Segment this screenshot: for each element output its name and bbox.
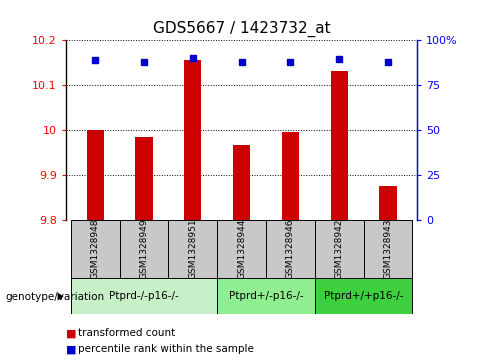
Text: GSM1328951: GSM1328951: [188, 218, 197, 279]
Text: GSM1328943: GSM1328943: [384, 219, 392, 279]
Bar: [217, 278, 315, 314]
Bar: [71, 278, 217, 314]
Text: transformed count: transformed count: [78, 328, 175, 338]
Bar: [120, 220, 168, 278]
Polygon shape: [58, 293, 63, 301]
Bar: [315, 220, 364, 278]
Text: ■: ■: [66, 344, 77, 354]
Text: GSM1328949: GSM1328949: [140, 219, 148, 279]
Text: Ptprd-/-p16-/-: Ptprd-/-p16-/-: [109, 291, 179, 301]
Text: Ptprd+/+p16-/-: Ptprd+/+p16-/-: [324, 291, 403, 301]
Bar: [217, 220, 266, 278]
Text: genotype/variation: genotype/variation: [5, 291, 104, 302]
Title: GDS5667 / 1423732_at: GDS5667 / 1423732_at: [153, 21, 330, 37]
Bar: [168, 220, 217, 278]
Bar: [380, 186, 397, 220]
Text: percentile rank within the sample: percentile rank within the sample: [78, 344, 254, 354]
Bar: [71, 220, 120, 278]
Bar: [233, 146, 250, 220]
Text: ■: ■: [66, 328, 77, 338]
Bar: [282, 132, 299, 220]
Bar: [136, 136, 153, 220]
Text: GSM1328946: GSM1328946: [286, 219, 295, 279]
Text: GSM1328944: GSM1328944: [237, 219, 246, 279]
Bar: [364, 220, 412, 278]
Bar: [266, 220, 315, 278]
Bar: [184, 60, 202, 220]
Bar: [87, 130, 104, 220]
Text: Ptprd+/-p16-/-: Ptprd+/-p16-/-: [229, 291, 303, 301]
Text: GSM1328948: GSM1328948: [91, 219, 100, 279]
Bar: [331, 72, 348, 220]
Text: GSM1328942: GSM1328942: [335, 219, 344, 279]
Bar: [315, 278, 412, 314]
